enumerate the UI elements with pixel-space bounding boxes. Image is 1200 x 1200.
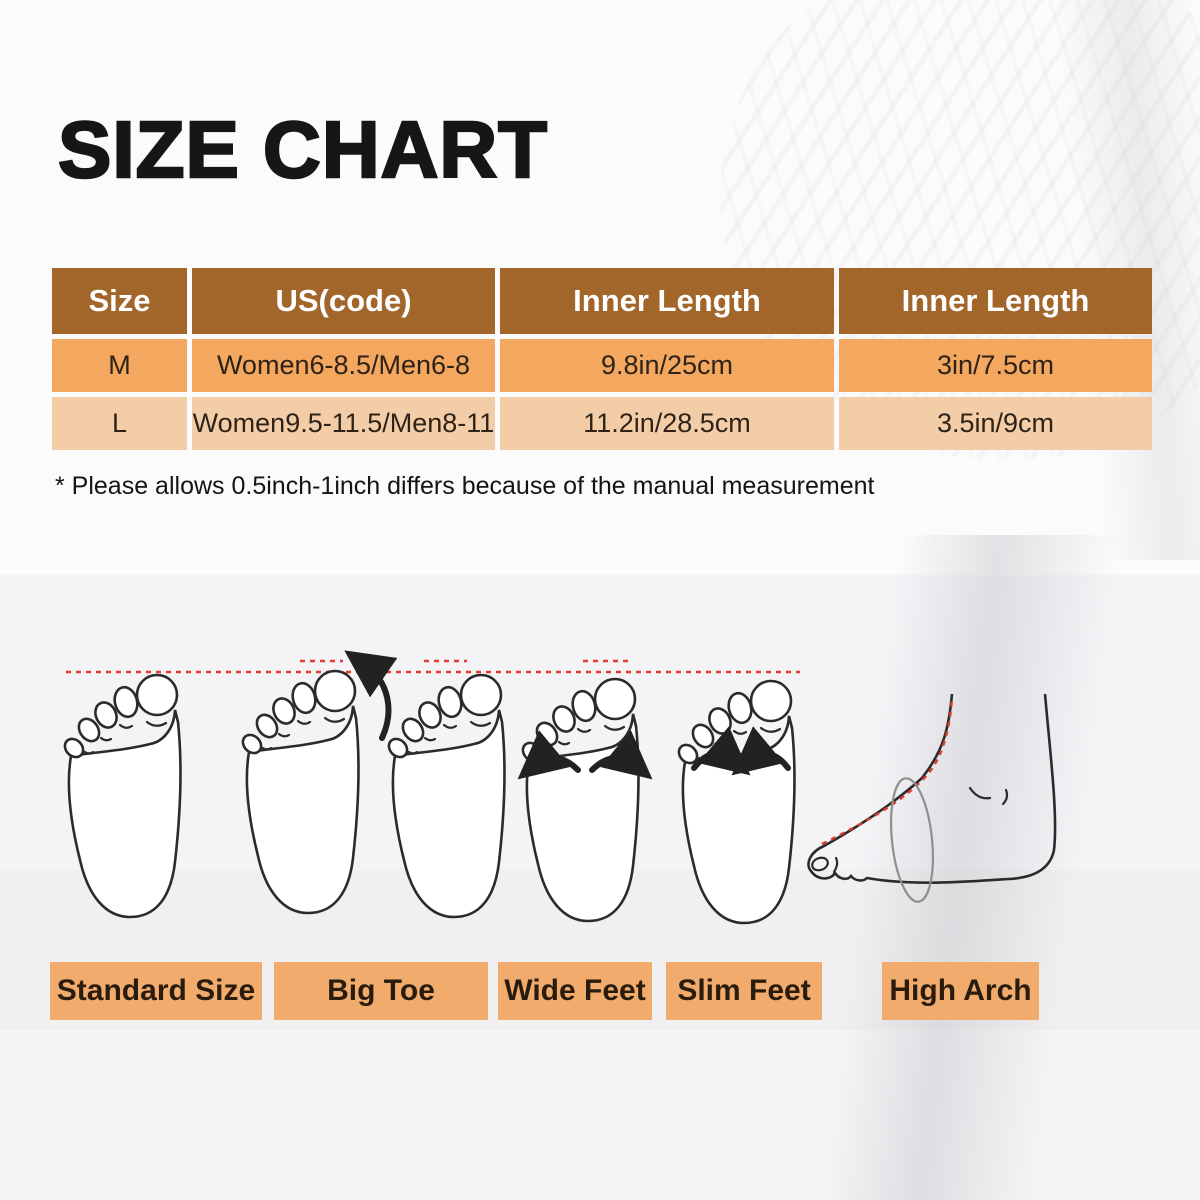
wide-feet-arrow-left [517,730,581,780]
table-cell-l-size: L [52,397,187,450]
label-standard-size: Standard Size [50,962,262,1020]
label-high-arch: High Arch [882,962,1039,1020]
slim-feet-foot [673,679,796,925]
table-cell-m-us-code: Women6-8.5/Men6-8 [192,339,495,392]
label-wide-feet: Wide Feet [498,962,652,1020]
big-toe-foot [237,669,360,915]
table-header-inner-length-2: Inner Length [839,268,1152,334]
label-big-toe: Big Toe [274,962,488,1020]
girth-ellipse [889,777,935,903]
slim-feet-arrow-left [691,726,751,776]
slim-feet-arrow-right [731,726,791,776]
table-cell-m-inner-length-1: 9.8in/25cm [500,339,834,392]
wide-feet-arrow-right [589,730,653,780]
wide-feet-foot [517,677,640,923]
label-slim-feet: Slim Feet [666,962,822,1020]
big-toe-arrow [344,650,398,741]
table-cell-m-size: M [52,339,187,392]
measurement-note: * Please allows 0.5inch-1inch differs be… [55,472,875,500]
table-header-us-code: US(code) [192,268,495,334]
table-cell-m-inner-length-2: 3in/7.5cm [839,339,1152,392]
page-title: SIZE CHART [57,104,549,196]
table-cell-l-inner-length-1: 11.2in/28.5cm [500,397,834,450]
high-arch-foot [807,693,1057,903]
table-cell-l-inner-length-2: 3.5in/9cm [839,397,1152,450]
size-table: Size US(code) Inner Length Inner Length … [52,268,1152,450]
table-header-size: Size [52,268,187,334]
arch-measure-line [821,697,954,846]
background-band [0,1030,1200,1200]
reference-foot [383,673,506,919]
table-cell-l-us-code: Women9.5-11.5/Men8-11 [192,397,495,450]
foot-types-diagram [59,650,1057,925]
standard-size-foot [59,673,182,919]
table-header-inner-length-1: Inner Length [500,268,834,334]
